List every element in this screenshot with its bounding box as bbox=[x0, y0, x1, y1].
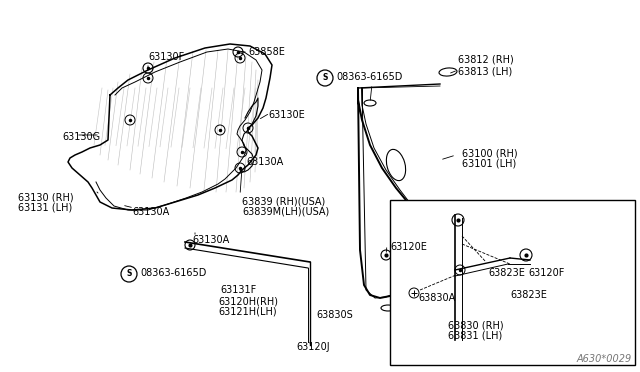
Text: 63823E: 63823E bbox=[488, 268, 525, 278]
Text: 63839M(LH)(USA): 63839M(LH)(USA) bbox=[242, 207, 329, 217]
Text: 63812 (RH): 63812 (RH) bbox=[458, 55, 514, 65]
Text: 63121H(LH): 63121H(LH) bbox=[218, 307, 276, 317]
Text: 63130A: 63130A bbox=[246, 157, 284, 167]
Text: S: S bbox=[323, 74, 328, 83]
Text: 63131F: 63131F bbox=[220, 285, 256, 295]
Text: 63131 (LH): 63131 (LH) bbox=[18, 203, 72, 213]
Text: 63120H(RH): 63120H(RH) bbox=[218, 296, 278, 306]
Text: 08363-6165D: 08363-6165D bbox=[140, 268, 206, 278]
Text: 63830S: 63830S bbox=[316, 310, 353, 320]
Text: 63831 (LH): 63831 (LH) bbox=[448, 331, 502, 341]
Text: 63101 (LH): 63101 (LH) bbox=[462, 159, 516, 169]
Text: A630*0029: A630*0029 bbox=[577, 354, 632, 364]
Text: 63130A: 63130A bbox=[132, 207, 169, 217]
Text: S: S bbox=[126, 269, 132, 279]
Text: 63839 (RH)(USA): 63839 (RH)(USA) bbox=[242, 196, 325, 206]
Text: 63830A: 63830A bbox=[418, 293, 455, 303]
Text: 63130G: 63130G bbox=[62, 132, 100, 142]
Text: 63100 (RH): 63100 (RH) bbox=[462, 148, 518, 158]
Text: 63130A: 63130A bbox=[192, 235, 229, 245]
Text: 63130F: 63130F bbox=[148, 52, 184, 62]
Text: 63130E: 63130E bbox=[268, 110, 305, 120]
Bar bbox=[390, 200, 635, 365]
Text: 63120J: 63120J bbox=[296, 342, 330, 352]
Text: 63120F: 63120F bbox=[528, 268, 564, 278]
Text: 63120E: 63120E bbox=[390, 242, 427, 252]
Text: 63130 (RH): 63130 (RH) bbox=[18, 192, 74, 202]
Text: 63823E: 63823E bbox=[510, 290, 547, 300]
Text: 63830 (RH): 63830 (RH) bbox=[448, 320, 504, 330]
Text: 63813 (LH): 63813 (LH) bbox=[458, 66, 512, 76]
Text: 08363-6165D: 08363-6165D bbox=[336, 72, 403, 82]
Text: 63858E: 63858E bbox=[248, 47, 285, 57]
